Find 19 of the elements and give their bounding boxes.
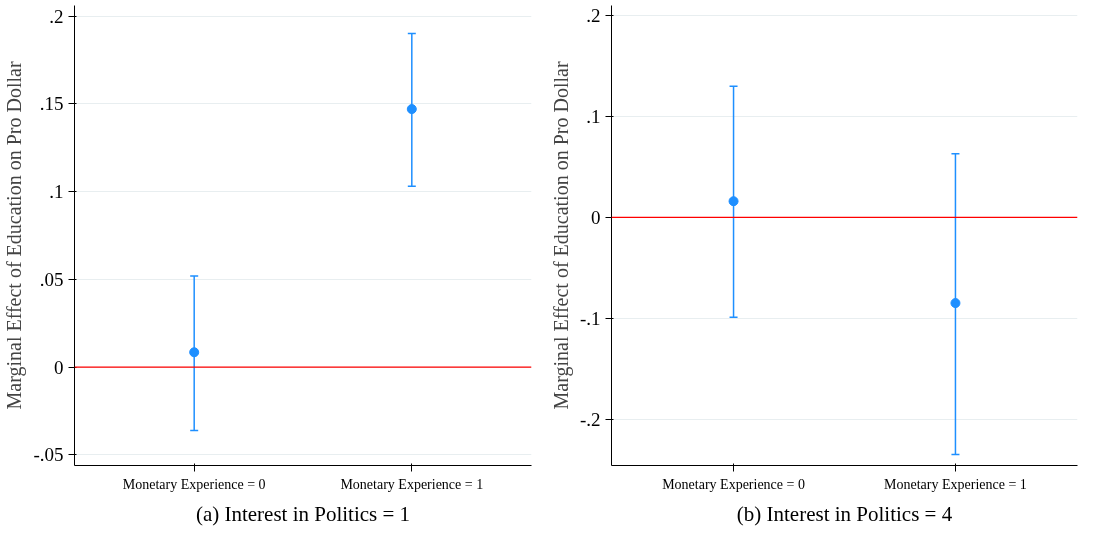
text: (a) Interest in Politics = 1 (195, 501, 411, 526)
y-tick-label: .05 (39, 268, 64, 290)
y-axis-title: Marginal Effect of Education on Pro Dollar (549, 61, 573, 410)
y-tick-label: -.1 (579, 307, 601, 329)
y-axis-title: Marginal Effect of Education on Pro Dollar (3, 61, 27, 410)
y-tick-label: .1 (49, 181, 64, 203)
y-tick-label: 0 (54, 356, 64, 378)
y-tick-label: .15 (39, 93, 64, 115)
x-tick-label: Monetary Experience = 1 (884, 476, 1027, 492)
y-tick-label: .2 (49, 5, 64, 27)
y-tick-label: 0 (591, 206, 601, 228)
y-tick-label: .2 (586, 5, 601, 27)
y-tick-label: -.05 (33, 444, 64, 466)
y-tick-label: .1 (586, 105, 601, 127)
x-tick-label: Monetary Experience = 1 (340, 476, 484, 492)
y-tick-label: -.2 (579, 408, 601, 430)
text: (b) Interest in Politics = 4 (736, 501, 953, 526)
x-tick-label: Monetary Experience = 0 (662, 476, 805, 492)
x-tick-label: Monetary Experience = 0 (122, 476, 266, 492)
